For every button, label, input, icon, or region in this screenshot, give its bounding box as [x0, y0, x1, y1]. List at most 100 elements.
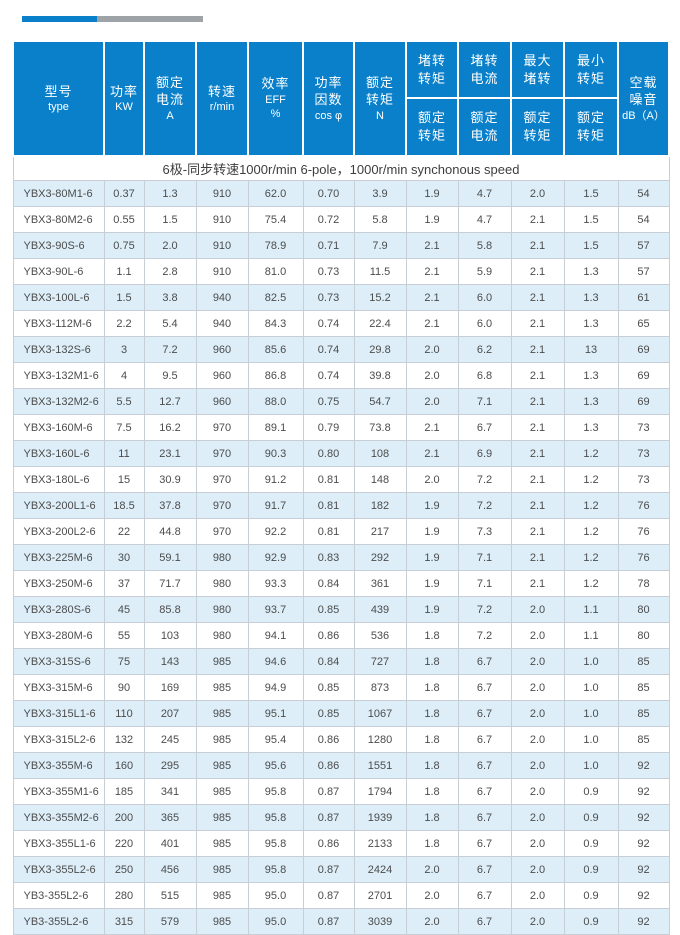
cell-power-factor: 0.86 — [302, 752, 355, 779]
cell-locked-current-ratio: 7.3 — [457, 518, 512, 545]
cell-locked-current-ratio: 6.7 — [457, 674, 512, 701]
cell-locked-torque-ratio: 2.0 — [405, 362, 459, 389]
cell-noise: 78 — [617, 570, 670, 597]
cell-max-torque-ratio: 2.0 — [510, 648, 565, 675]
cell-rated-current: 9.5 — [143, 362, 197, 389]
table-row: YBX3-315L1-6 110 207 985 95.1 0.85 1067 1.8 6.7 2… — [12, 700, 670, 727]
cell-power-kw: 250 — [103, 856, 145, 883]
table-row: YBX3-132M2-6 5.5 12.7 960 88.0 0.75 54.7 2.0 7.1… — [12, 388, 670, 415]
cell-locked-current-ratio: 7.1 — [457, 544, 512, 571]
cell-locked-torque-ratio: 1.9 — [405, 180, 459, 207]
cell-rated-current: 37.8 — [143, 492, 197, 519]
cell-min-torque-ratio: 1.2 — [563, 466, 619, 493]
cell-locked-torque-ratio: 2.0 — [405, 388, 459, 415]
section-row: 6极-同步转速1000r/min 6-pole，1000r/min syncho… — [12, 155, 670, 181]
cell-model: YBX3-100L-6 — [12, 284, 105, 311]
table-row: YBX3-132M1-6 4 9.5 960 86.8 0.74 39.8 2.0 6.8 2.1… — [12, 362, 670, 389]
cell-speed: 985 — [195, 830, 249, 857]
cell-efficiency: 91.7 — [247, 492, 304, 519]
cell-power-kw: 160 — [103, 752, 145, 779]
cell-min-torque-ratio: 1.2 — [563, 492, 619, 519]
cell-locked-current-ratio: 5.8 — [457, 232, 512, 259]
cell-power-kw: 0.37 — [103, 180, 145, 207]
cell-noise: 65 — [617, 310, 670, 337]
cell-efficiency: 85.6 — [247, 336, 304, 363]
cell-rated-current: 2.0 — [143, 232, 197, 259]
table-row: YBX3-355M-6 160 295 985 95.6 0.86 1551 1.8 6.7 2.… — [12, 752, 670, 779]
col-header-locked-torque-numerator: 堵转 转矩 — [405, 40, 459, 99]
cell-min-torque-ratio: 0.9 — [563, 778, 619, 805]
cell-efficiency: 90.3 — [247, 440, 304, 467]
cell-power-kw: 1.1 — [103, 258, 145, 285]
cell-max-torque-ratio: 2.1 — [510, 258, 565, 285]
col-header-locked-current-top: 堵转 电流 — [470, 52, 499, 86]
table-row: YBX3-315S-6 75 143 985 94.6 0.84 727 1.8 6.7 2.0 1… — [12, 648, 670, 675]
cell-rated-torque: 3.9 — [353, 180, 407, 207]
cell-min-torque-ratio: 1.0 — [563, 700, 619, 727]
cell-model: YBX3-80M1-6 — [12, 180, 105, 207]
cell-locked-current-ratio: 4.7 — [457, 180, 512, 207]
col-header-locked-current-denominator: 额定 电流 — [457, 97, 512, 157]
section-label: 6极-同步转速1000r/min 6-pole，1000r/min syncho… — [12, 155, 670, 181]
cell-rated-torque: 727 — [353, 648, 407, 675]
bar-gray-segment — [97, 16, 203, 22]
cell-speed: 985 — [195, 700, 249, 727]
cell-locked-torque-ratio: 1.9 — [405, 570, 459, 597]
cell-max-torque-ratio: 2.0 — [510, 882, 565, 909]
cell-power-factor: 0.85 — [302, 700, 355, 727]
cell-noise: 69 — [617, 362, 670, 389]
cell-locked-current-ratio: 6.0 — [457, 284, 512, 311]
cell-efficiency: 94.6 — [247, 648, 304, 675]
cell-min-torque-ratio: 0.9 — [563, 856, 619, 883]
cell-model: YBX3-315L1-6 — [12, 700, 105, 727]
table-row: YBX3-80M2-6 0.55 1.5 910 75.4 0.72 5.8 1.9 4.7 2.… — [12, 206, 670, 233]
col-header-model-zh: 型号 — [44, 83, 73, 99]
cell-locked-current-ratio: 6.2 — [457, 336, 512, 363]
cell-locked-torque-ratio: 2.0 — [405, 336, 459, 363]
cell-rated-torque: 1551 — [353, 752, 407, 779]
cell-efficiency: 95.1 — [247, 700, 304, 727]
cell-rated-torque: 108 — [353, 440, 407, 467]
cell-noise: 76 — [617, 544, 670, 571]
cell-noise: 57 — [617, 232, 670, 259]
cell-efficiency: 95.8 — [247, 778, 304, 805]
cell-rated-current: 3.8 — [143, 284, 197, 311]
cell-rated-current: 365 — [143, 804, 197, 831]
cell-speed: 985 — [195, 908, 249, 935]
cell-power-kw: 55 — [103, 622, 145, 649]
cell-noise: 69 — [617, 336, 670, 363]
cell-max-torque-ratio: 2.0 — [510, 726, 565, 753]
cell-power-kw: 30 — [103, 544, 145, 571]
col-header-min-torque-denominator: 额定 转矩 — [563, 97, 619, 157]
cell-model: YBX3-355M2-6 — [12, 804, 105, 831]
table-body: 6极-同步转速1000r/min 6-pole，1000r/min syncho… — [12, 155, 670, 935]
cell-model: YBX3-90S-6 — [12, 232, 105, 259]
cell-speed: 985 — [195, 674, 249, 701]
cell-max-torque-ratio: 2.0 — [510, 700, 565, 727]
cell-rated-torque: 148 — [353, 466, 407, 493]
cell-rated-torque: 182 — [353, 492, 407, 519]
cell-locked-current-ratio: 7.1 — [457, 570, 512, 597]
cell-power-kw: 37 — [103, 570, 145, 597]
cell-power-factor: 0.87 — [302, 908, 355, 935]
motor-spec-table: 型号 type 功率 KW 额定 电流 A 转速 r/min 效率 EFF % … — [12, 40, 670, 935]
cell-max-torque-ratio: 2.1 — [510, 414, 565, 441]
cell-locked-current-ratio: 7.2 — [457, 596, 512, 623]
cell-efficiency: 81.0 — [247, 258, 304, 285]
cell-speed: 985 — [195, 778, 249, 805]
cell-speed: 980 — [195, 596, 249, 623]
cell-speed: 970 — [195, 492, 249, 519]
cell-speed: 985 — [195, 804, 249, 831]
cell-noise: 73 — [617, 414, 670, 441]
cell-rated-torque: 1794 — [353, 778, 407, 805]
cell-speed: 985 — [195, 752, 249, 779]
cell-power-kw: 0.75 — [103, 232, 145, 259]
cell-noise: 92 — [617, 908, 670, 935]
cell-model: YBX3-90L-6 — [12, 258, 105, 285]
cell-rated-torque: 1280 — [353, 726, 407, 753]
cell-power-factor: 0.81 — [302, 518, 355, 545]
cell-min-torque-ratio: 1.3 — [563, 310, 619, 337]
table-row: YBX3-355L2-6 250 456 985 95.8 0.87 2424 2.0 6.7 2… — [12, 856, 670, 883]
cell-power-factor: 0.85 — [302, 596, 355, 623]
cell-rated-current: 5.4 — [143, 310, 197, 337]
